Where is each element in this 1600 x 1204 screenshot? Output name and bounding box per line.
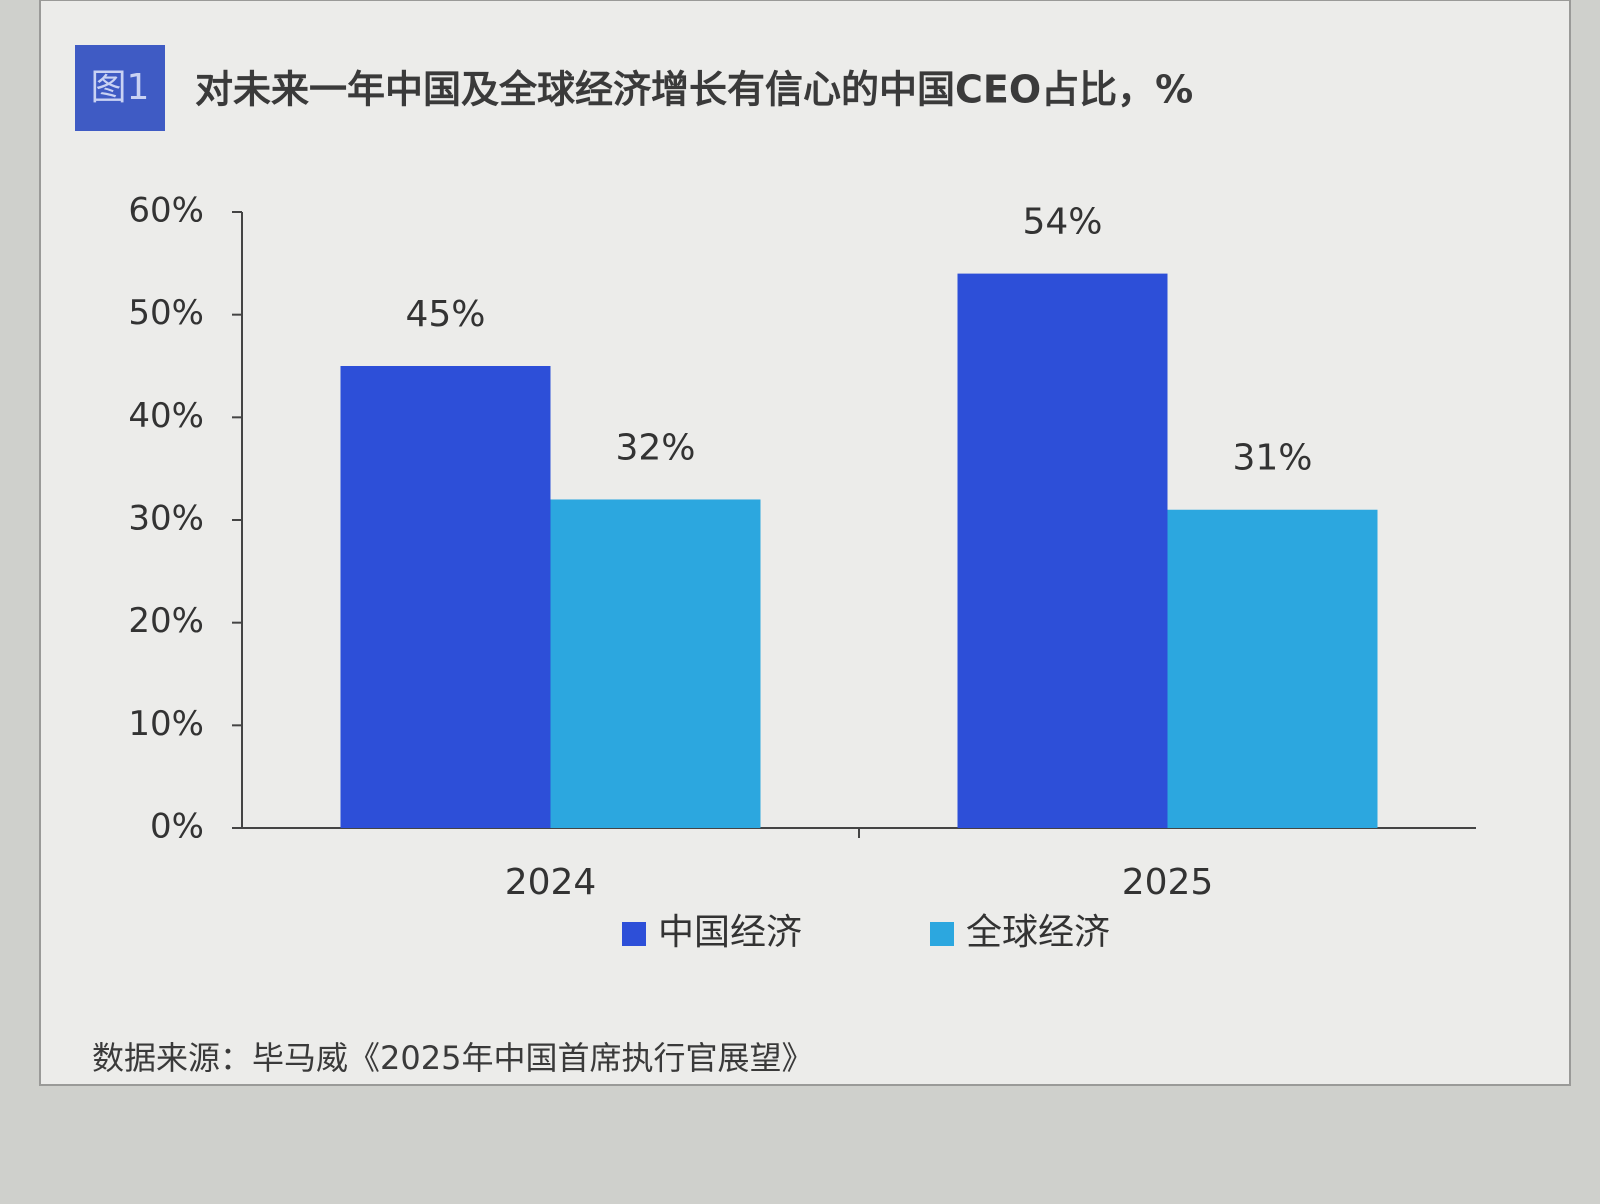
value-label: 31% [1232, 438, 1312, 479]
legend-label: 中国经济 [658, 912, 802, 953]
value-label: 54% [1022, 202, 1102, 243]
y-tick-label: 10% [128, 704, 204, 744]
figure-label: 图1 [91, 67, 150, 108]
value-label: 45% [405, 294, 485, 335]
y-tick-label: 0% [150, 807, 204, 847]
figure-badge [75, 45, 165, 131]
source: 数据来源：毕马威《2025年中国首席执行官展望》 [92, 1039, 813, 1077]
bar [550, 499, 761, 828]
y-tick-label: 60% [128, 191, 204, 231]
bar [957, 273, 1168, 829]
y-tick-label: 20% [128, 601, 204, 641]
legend-swatch [622, 922, 646, 946]
legend-label: 全球经济 [966, 912, 1110, 953]
bar [1167, 509, 1378, 828]
y-tick-label: 30% [128, 499, 204, 539]
chart-title: 对未来一年中国及全球经济增长有信心的中国CEO占比，% [195, 68, 1193, 112]
y-tick-label: 40% [128, 396, 204, 436]
bar [340, 366, 551, 828]
y-tick-label: 50% [128, 293, 204, 333]
x-tick-label: 2025 [1122, 862, 1214, 903]
x-tick-label: 2024 [505, 862, 597, 903]
value-label: 32% [615, 427, 695, 468]
legend-swatch [930, 922, 954, 946]
